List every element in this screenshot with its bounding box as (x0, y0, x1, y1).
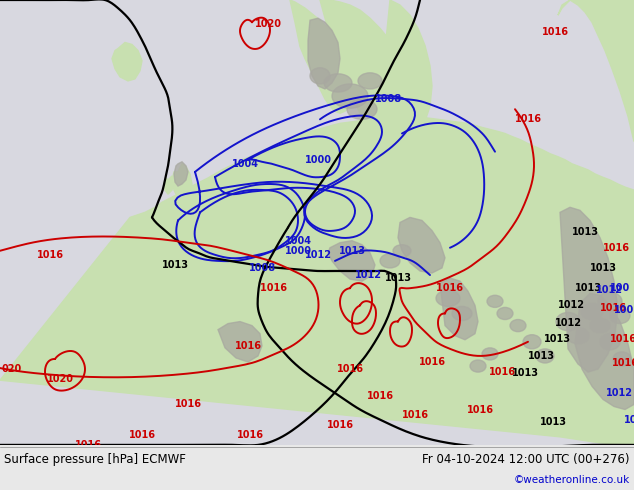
Text: 1000: 1000 (285, 246, 311, 256)
Ellipse shape (482, 348, 498, 360)
Text: 1012: 1012 (606, 389, 633, 398)
Text: 1016: 1016 (603, 243, 630, 253)
Text: 1013: 1013 (540, 416, 567, 427)
Text: 1016: 1016 (129, 430, 155, 440)
Text: 1016: 1016 (261, 283, 290, 293)
Ellipse shape (523, 335, 541, 349)
Polygon shape (308, 18, 340, 89)
Text: 020: 020 (2, 364, 22, 374)
Polygon shape (164, 176, 174, 194)
Text: 1016: 1016 (541, 27, 569, 37)
Ellipse shape (324, 74, 352, 92)
Polygon shape (174, 162, 188, 186)
Text: 1016: 1016 (236, 430, 264, 440)
Ellipse shape (347, 99, 377, 120)
Polygon shape (560, 207, 618, 372)
Text: 1013: 1013 (384, 273, 411, 283)
Ellipse shape (613, 352, 631, 366)
Text: 1016: 1016 (467, 405, 493, 415)
Text: 1016: 1016 (612, 358, 634, 368)
Text: 1016: 1016 (337, 364, 363, 374)
Text: 100: 100 (624, 415, 634, 425)
Text: 1013: 1013 (512, 368, 539, 378)
Text: 1012: 1012 (555, 318, 582, 328)
Text: 1008: 1008 (249, 263, 276, 273)
Text: 1016: 1016 (436, 283, 465, 293)
Text: 1016: 1016 (489, 367, 515, 377)
Text: 1012: 1012 (304, 250, 332, 260)
Ellipse shape (332, 84, 368, 108)
Ellipse shape (610, 307, 630, 323)
Text: 1016: 1016 (75, 440, 101, 450)
Ellipse shape (567, 328, 589, 344)
Polygon shape (382, 0, 432, 137)
Text: 1013: 1013 (544, 334, 571, 344)
Polygon shape (398, 218, 445, 273)
Ellipse shape (487, 295, 503, 307)
Polygon shape (112, 43, 142, 81)
Text: 1012: 1012 (558, 300, 585, 310)
Ellipse shape (581, 303, 603, 319)
Polygon shape (290, 0, 360, 113)
Text: 1000: 1000 (304, 155, 332, 165)
Text: 1004: 1004 (231, 159, 259, 169)
Ellipse shape (510, 319, 526, 332)
Ellipse shape (600, 334, 620, 350)
Text: 1016: 1016 (174, 399, 202, 410)
Ellipse shape (556, 313, 580, 331)
Polygon shape (320, 0, 400, 129)
Text: 1016: 1016 (401, 410, 429, 419)
Ellipse shape (497, 307, 513, 319)
Text: 1013: 1013 (528, 351, 555, 361)
Polygon shape (0, 445, 634, 490)
Text: Surface pressure [hPa] ECMWF: Surface pressure [hPa] ECMWF (4, 453, 186, 466)
Text: 1020: 1020 (46, 374, 74, 384)
Text: 1013: 1013 (575, 283, 602, 293)
Polygon shape (575, 293, 634, 410)
Text: 1013: 1013 (162, 260, 188, 270)
Text: 1013: 1013 (572, 226, 599, 237)
Polygon shape (172, 164, 192, 202)
Polygon shape (0, 117, 634, 445)
Text: ©weatheronline.co.uk: ©weatheronline.co.uk (514, 475, 630, 485)
Ellipse shape (452, 306, 472, 320)
Text: 1013: 1013 (590, 263, 617, 273)
Text: 1012: 1012 (596, 285, 623, 295)
Ellipse shape (436, 290, 460, 306)
Text: 1016: 1016 (327, 420, 354, 430)
Text: 1013: 1013 (339, 246, 365, 256)
Text: 1016: 1016 (37, 250, 63, 260)
Text: 1016: 1016 (515, 114, 541, 124)
Text: 1016: 1016 (366, 392, 394, 401)
Text: 1012: 1012 (354, 270, 382, 280)
Ellipse shape (310, 68, 330, 84)
Text: 1008: 1008 (375, 94, 401, 104)
Polygon shape (440, 278, 478, 340)
Polygon shape (328, 241, 375, 281)
Polygon shape (0, 0, 634, 445)
Text: Fr 04-10-2024 12:00 UTC (00+276): Fr 04-10-2024 12:00 UTC (00+276) (422, 453, 630, 466)
Ellipse shape (590, 318, 610, 333)
Text: 1016: 1016 (610, 334, 634, 344)
Text: 100: 100 (614, 305, 634, 316)
Text: 1016: 1016 (600, 303, 627, 314)
Polygon shape (218, 321, 262, 362)
Text: 1016: 1016 (235, 341, 261, 351)
Ellipse shape (380, 254, 400, 268)
Ellipse shape (393, 245, 411, 257)
Ellipse shape (536, 349, 554, 363)
Polygon shape (558, 0, 634, 142)
Ellipse shape (358, 73, 382, 89)
Text: 100: 100 (610, 283, 630, 293)
Text: 1004: 1004 (285, 236, 311, 245)
Ellipse shape (598, 292, 622, 311)
Ellipse shape (470, 360, 486, 372)
Text: 1020: 1020 (254, 19, 281, 29)
Text: 1016: 1016 (418, 357, 446, 367)
